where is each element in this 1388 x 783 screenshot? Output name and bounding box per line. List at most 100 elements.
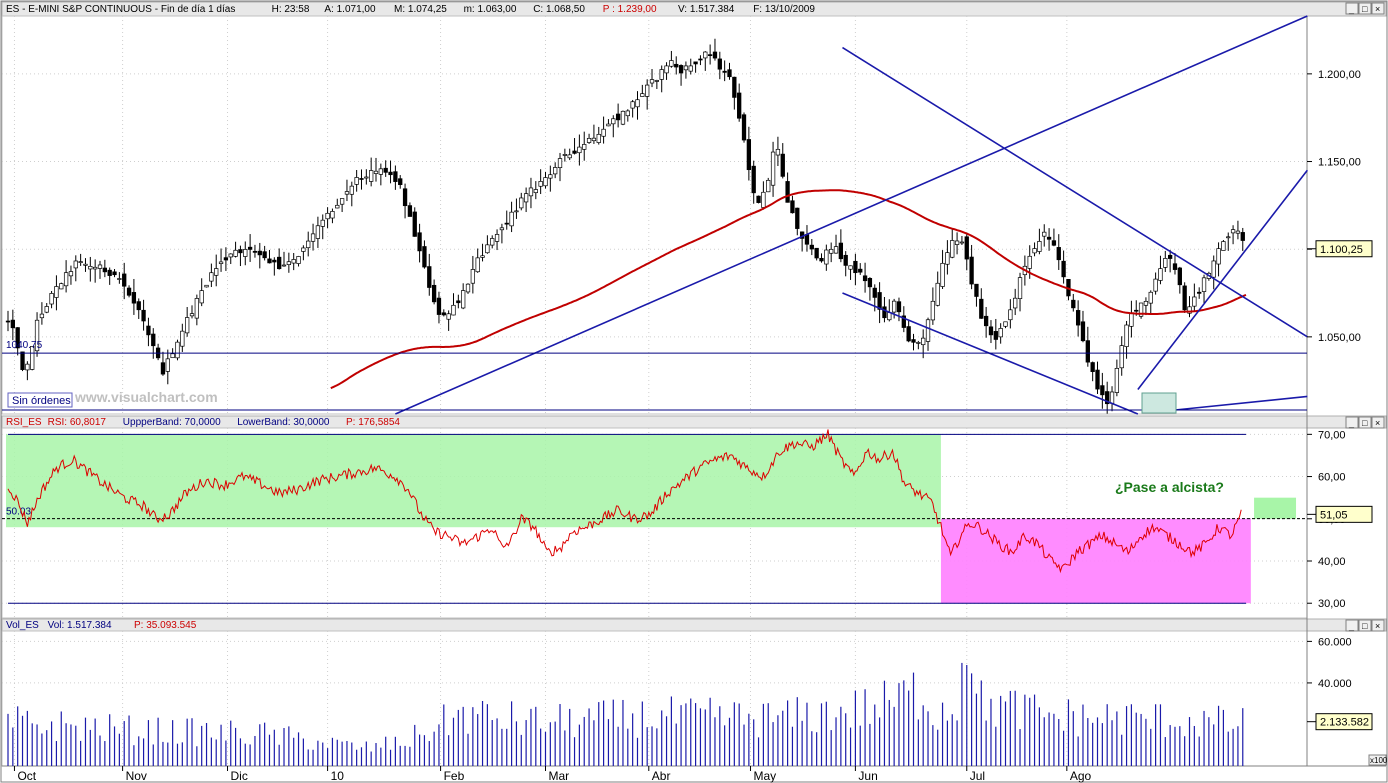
- candle-body: [940, 262, 945, 287]
- window-control-glyph: □: [1362, 4, 1368, 14]
- window-control-button[interactable]: [1345, 416, 1359, 429]
- candle-body: [761, 191, 766, 208]
- candle-body: [916, 342, 921, 344]
- orders-label[interactable]: Sin órdenes: [12, 395, 71, 407]
- candle-body: [1017, 277, 1023, 299]
- candle-body: [707, 54, 713, 56]
- candle-body: [1240, 232, 1245, 241]
- candle-body: [189, 313, 195, 317]
- candle-body: [223, 257, 229, 261]
- candle-body: [388, 171, 393, 176]
- candle-body: [906, 326, 911, 342]
- candle-body: [591, 137, 597, 142]
- window-control-button[interactable]: [1358, 619, 1372, 632]
- candle-body: [727, 69, 732, 78]
- header-item: F: 13/10/2009: [753, 4, 815, 15]
- window-control-glyph: _: [1348, 4, 1355, 14]
- candle-body: [766, 179, 771, 193]
- candle-body: [780, 153, 785, 177]
- window-control-button[interactable]: [1371, 2, 1385, 15]
- candle-body: [344, 191, 350, 195]
- candle-body: [635, 99, 640, 108]
- rsi-header: RSI_ES RSI: 60,8017 UppperBand: 70,0000 Low…: [6, 417, 400, 428]
- candle-body: [640, 93, 645, 97]
- window-control-button[interactable]: [1358, 416, 1372, 429]
- candle-body: [1056, 247, 1061, 261]
- y-tick-label: 60.000: [1318, 636, 1352, 648]
- candle-body: [1124, 324, 1129, 347]
- candle-body: [1148, 291, 1153, 304]
- candle-body: [988, 326, 994, 336]
- downtrend-upper-line: [842, 46, 1308, 338]
- candle-body: [15, 327, 20, 349]
- window-control-button[interactable]: [1345, 619, 1359, 632]
- vol-panel-controls[interactable]: _ □ ×: [1345, 619, 1385, 632]
- candle-body: [364, 176, 369, 179]
- vol-header: Vol_ES Vol: 1.517.384 P: 35.093.545: [6, 620, 197, 631]
- candle-body: [277, 256, 282, 270]
- candle-body: [896, 301, 902, 313]
- candle-body: [185, 317, 190, 334]
- header-item: RSI_ES: [6, 417, 42, 428]
- candle-body: [1013, 297, 1018, 309]
- candle-body: [102, 267, 107, 273]
- candle-body: [485, 244, 490, 254]
- candle-body: [567, 154, 572, 159]
- candle-body: [427, 266, 432, 288]
- rsi-line: [7, 429, 1242, 574]
- y-tick-label: 30,00: [1318, 598, 1346, 610]
- candle-body: [717, 58, 722, 70]
- candle-body: [456, 300, 461, 304]
- rsi-highlight-zones: 50.03: [2, 433, 1307, 604]
- selection-box[interactable]: [1141, 392, 1177, 414]
- candle-body: [751, 165, 756, 194]
- candle-body: [422, 246, 427, 268]
- candle-body: [1027, 255, 1032, 269]
- candle-body: [649, 79, 655, 84]
- candle-body: [954, 240, 960, 245]
- candle-body: [417, 232, 422, 252]
- window-control-button[interactable]: [1371, 416, 1385, 429]
- rsi-series: [7, 429, 1242, 574]
- price-panel-controls[interactable]: _ □ ×: [1345, 2, 1385, 15]
- candle-body: [901, 315, 906, 328]
- volume-bars: [7, 662, 1244, 766]
- x-tick-label: Oct: [17, 769, 36, 783]
- candle-body: [122, 273, 127, 287]
- candle-body: [959, 241, 965, 244]
- x-tick-label: May: [753, 769, 776, 783]
- rsi-panel-controls[interactable]: _ □ ×: [1345, 416, 1385, 429]
- candle-body: [945, 252, 950, 265]
- candle-body: [170, 353, 175, 359]
- window-control-button[interactable]: [1358, 2, 1372, 15]
- candle-body: [693, 61, 698, 65]
- orders-box[interactable]: [7, 392, 73, 408]
- y-tick-label: 1.150,00: [1318, 157, 1361, 169]
- candle-body: [969, 256, 974, 285]
- candle-body: [1172, 263, 1178, 270]
- candle-body: [625, 110, 630, 117]
- candle-body: [645, 84, 650, 97]
- candle-body: [737, 92, 742, 119]
- header-item: UppperBand: 70,0000: [123, 417, 221, 428]
- candle-body: [136, 301, 141, 311]
- candle-body: [349, 185, 354, 195]
- candle-body: [402, 188, 408, 207]
- window-control-button[interactable]: [1345, 2, 1359, 15]
- candle-body: [281, 264, 287, 267]
- candle-body: [615, 113, 621, 121]
- candle-body: [436, 297, 442, 315]
- candle-body: [829, 248, 834, 254]
- candle-body: [891, 300, 897, 313]
- candle-body: [528, 187, 534, 197]
- candle-body: [1201, 277, 1207, 292]
- header-item: ES - E-MINI S&P CONTINUOUS - Fin de día …: [6, 4, 235, 15]
- candle-body: [354, 177, 359, 185]
- candle-body: [1037, 241, 1042, 252]
- candle-body: [1211, 260, 1216, 278]
- candle-body: [54, 286, 59, 298]
- candle-body: [398, 178, 403, 186]
- window-control-button[interactable]: [1371, 619, 1385, 632]
- rsi-bear-zone: [940, 518, 1251, 604]
